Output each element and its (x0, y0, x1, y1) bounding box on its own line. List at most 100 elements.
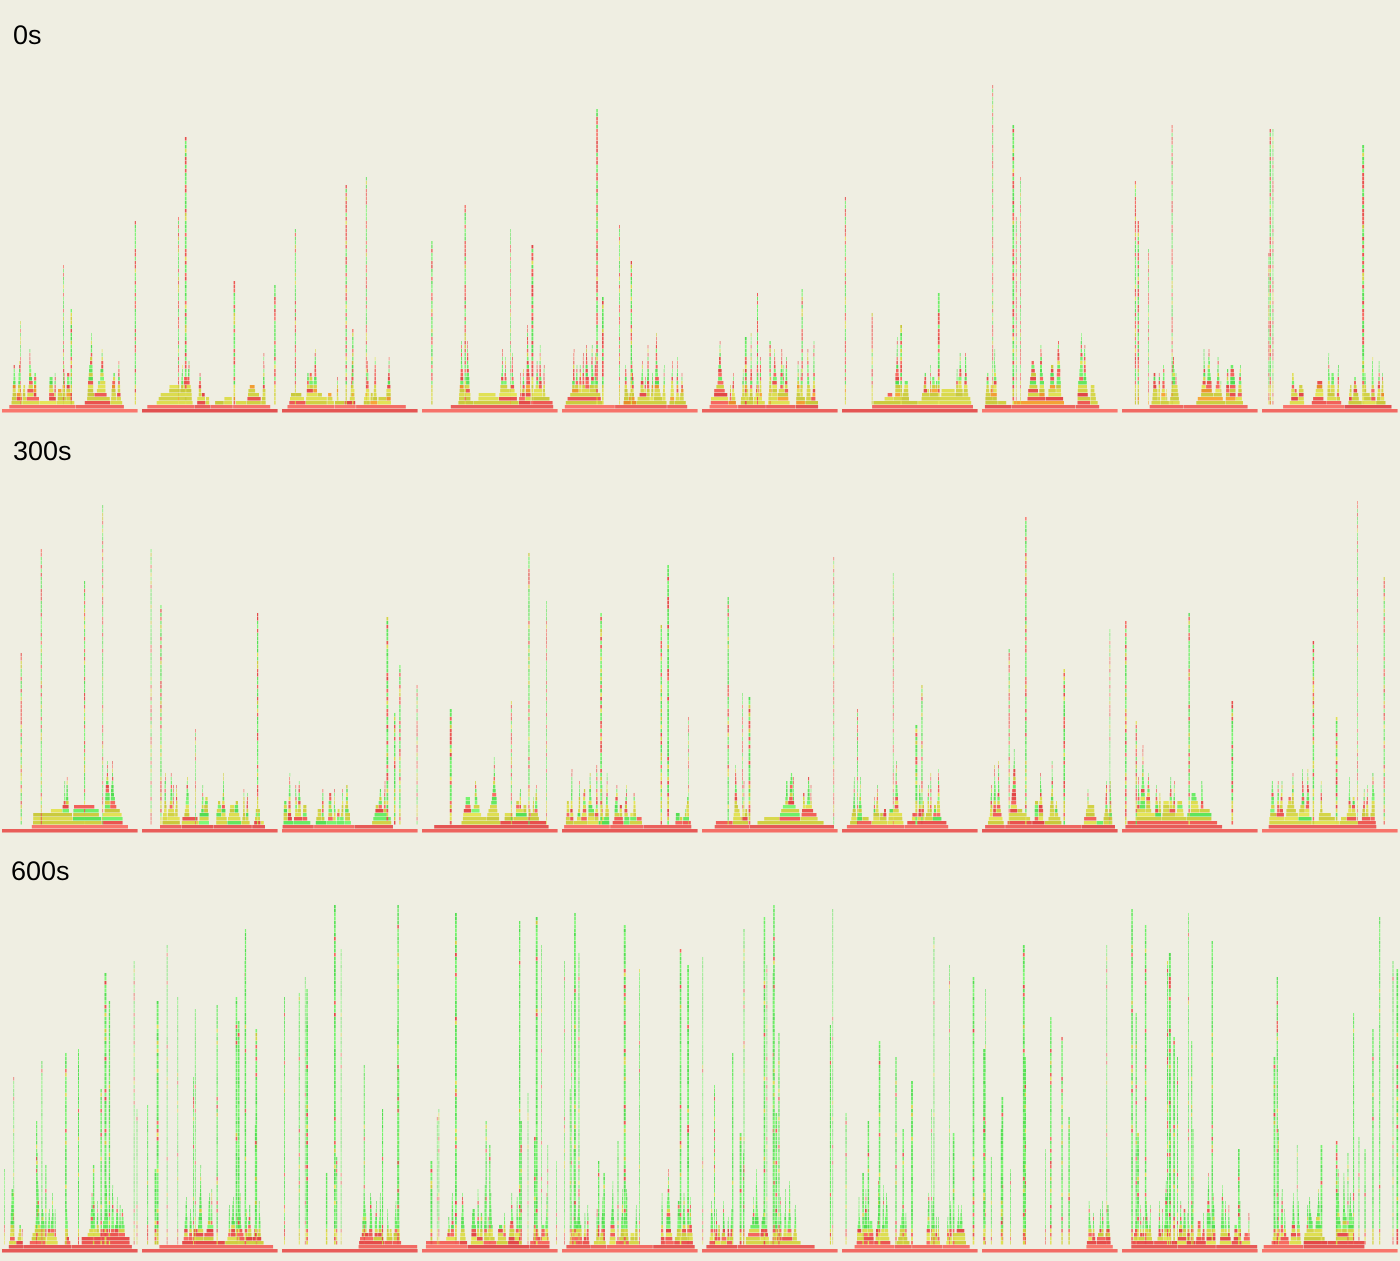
stack-frame (601, 805, 603, 809)
stack-frame (1362, 249, 1365, 253)
stack-frame (539, 357, 541, 361)
stack-frame (895, 393, 901, 397)
stack-frame (40, 701, 42, 705)
stack-frame (994, 373, 996, 377)
stack-frame (178, 257, 179, 261)
stack-frame (160, 641, 162, 645)
stack-frame (1090, 385, 1095, 389)
stack-frame (992, 189, 994, 193)
stack-frame (1206, 385, 1212, 389)
stack-frame (1134, 205, 1136, 209)
stack-frame (857, 717, 858, 721)
stack-frame (750, 357, 752, 361)
stack-frame (160, 769, 162, 773)
stack-frame (773, 365, 776, 369)
stack-frame (769, 373, 771, 377)
stack-frame (1134, 401, 1136, 405)
stack-frame (33, 389, 37, 393)
stack-frame (744, 377, 747, 381)
stack-frame (915, 741, 918, 745)
stack-frame (1050, 373, 1054, 377)
stack-frame (64, 793, 66, 797)
stack-frame (915, 813, 918, 817)
stack-frame (748, 773, 751, 777)
stack-frame (591, 369, 594, 373)
stack-frame (663, 385, 665, 389)
stack-frame (1272, 225, 1274, 229)
stack-frame (833, 581, 835, 585)
stack-frame (640, 385, 644, 389)
stack-frame (917, 817, 925, 821)
stack-frame (1354, 377, 1356, 381)
stack-frame (892, 681, 894, 685)
stack-frame (1034, 809, 1039, 813)
stack-frame (416, 729, 418, 733)
stack-frame (314, 369, 317, 373)
stack-frame (20, 721, 22, 725)
stack-frame (101, 357, 103, 361)
stack-frame (365, 253, 367, 257)
stack-frame (536, 785, 537, 789)
stack-frame (595, 809, 598, 813)
stack-frame (459, 389, 465, 393)
stack-frame (912, 813, 918, 817)
stack-frame (986, 389, 990, 393)
stack-frame (546, 613, 547, 617)
stack-frame (806, 801, 811, 805)
stack-frame (546, 745, 547, 749)
stack-frame (1171, 393, 1179, 397)
stack-frame (1015, 241, 1017, 245)
stack-frame (274, 357, 276, 361)
stack-frame (195, 737, 196, 741)
stack-frame (748, 797, 751, 801)
stack-frame (1294, 389, 1297, 393)
stack-frame (366, 389, 370, 393)
stack-frame (727, 713, 729, 717)
stack-frame (546, 697, 547, 701)
stack-frame (531, 277, 534, 281)
stack-frame (600, 653, 602, 657)
stack-frame (1337, 373, 1339, 377)
stack-frame (2, 409, 138, 413)
stack-frame (656, 333, 657, 337)
stack-frame (596, 157, 598, 161)
stack-frame (677, 361, 678, 365)
stack-frame (102, 573, 104, 577)
stack-frame (1268, 317, 1270, 321)
stack-frame (510, 313, 511, 317)
stack-frame (667, 753, 669, 757)
stack-frame (727, 737, 729, 741)
stack-frame (464, 325, 466, 329)
stack-frame (546, 785, 547, 789)
stack-frame (1137, 285, 1139, 289)
stack-frame (89, 365, 93, 369)
stack-frame (195, 729, 196, 733)
stack-frame (688, 721, 689, 725)
stack-frame (1171, 125, 1173, 129)
stack-frame (602, 333, 604, 337)
stack-frame (178, 293, 179, 297)
stack-frame (594, 369, 596, 373)
stack-frame (531, 337, 534, 341)
stack-frame (1134, 241, 1136, 245)
stack-frame (1268, 269, 1270, 273)
stack-frame (1039, 373, 1043, 377)
stack-frame (800, 381, 802, 385)
stack-frame (660, 681, 662, 685)
stack-frame (688, 809, 689, 813)
stack-frame (573, 821, 588, 825)
stack-frame (572, 385, 575, 389)
stack-frame (184, 193, 187, 197)
stack-frame (526, 365, 529, 369)
stack-frame (33, 817, 73, 821)
stack-frame (1134, 281, 1136, 285)
stack-frame (1362, 181, 1365, 185)
stack-frame (1015, 229, 1017, 233)
stack-frame (345, 269, 347, 273)
stack-frame (399, 753, 401, 757)
stack-frame (993, 385, 997, 389)
stack-frame (1317, 381, 1323, 385)
stack-frame (813, 345, 815, 349)
stack-frame (49, 389, 54, 393)
stack-frame (1272, 381, 1274, 385)
